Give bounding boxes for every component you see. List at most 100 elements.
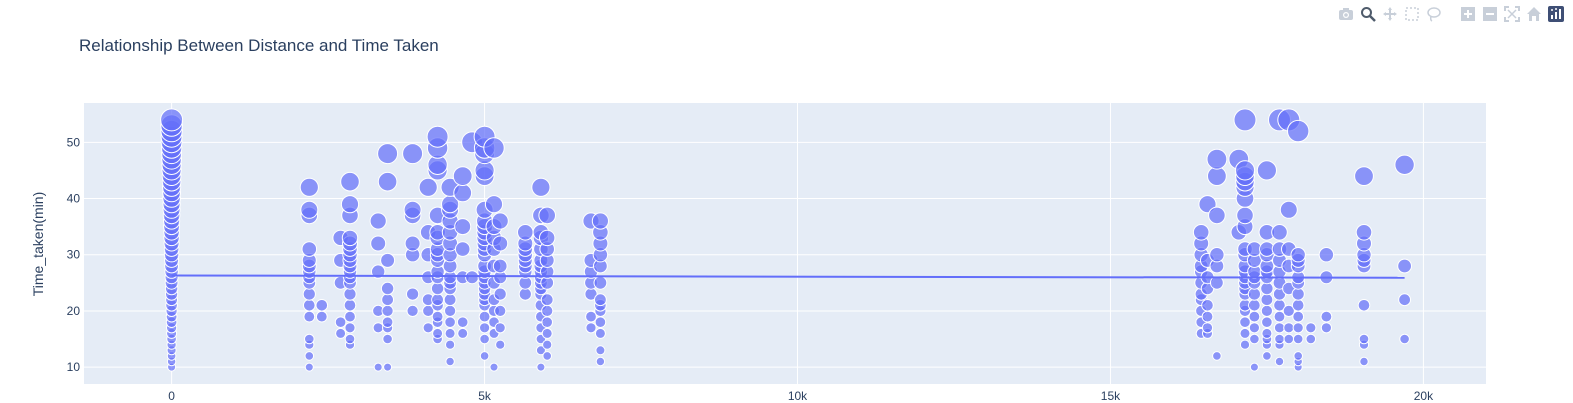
data-point[interactable] [1283,333,1295,345]
data-point[interactable] [343,287,357,301]
data-point[interactable] [531,177,551,197]
zoom-icon[interactable] [1359,5,1377,23]
lasso-icon[interactable] [1425,5,1443,23]
data-point[interactable] [1293,351,1303,361]
data-point[interactable] [542,339,553,350]
data-point[interactable] [380,252,396,268]
data-point[interactable] [343,299,357,312]
data-point[interactable] [1201,310,1214,323]
data-point[interactable] [340,195,360,214]
data-point[interactable] [426,125,449,148]
data-point[interactable] [304,333,315,345]
data-point[interactable] [406,287,420,301]
data-point[interactable] [479,351,490,361]
data-point[interactable] [1279,200,1298,219]
camera-icon[interactable] [1337,5,1355,23]
data-point[interactable] [340,171,360,192]
data-point[interactable] [495,339,506,350]
data-point[interactable] [335,327,347,339]
data-point[interactable] [1358,333,1370,345]
data-point[interactable] [1305,333,1317,345]
home-icon[interactable] [1525,5,1543,23]
data-point[interactable] [538,206,557,225]
data-point[interactable] [1291,287,1305,301]
data-point[interactable] [1233,108,1257,132]
data-point[interactable] [1208,206,1226,225]
data-point[interactable] [1212,351,1222,361]
data-point[interactable] [301,241,318,257]
data-point[interactable] [465,270,480,285]
data-point[interactable] [542,351,553,361]
data-point[interactable] [444,304,457,317]
data-point[interactable] [1239,327,1251,339]
data-point[interactable] [585,310,597,323]
data-point[interactable] [1248,310,1261,323]
data-point[interactable] [1248,299,1261,312]
data-point[interactable] [1261,327,1273,339]
data-point[interactable] [341,229,359,247]
data-point[interactable] [491,212,509,230]
data-point[interactable] [1320,310,1333,323]
data-point[interactable] [1274,356,1285,367]
data-point[interactable] [1394,154,1415,176]
data-point[interactable] [492,258,508,274]
data-point[interactable] [1260,293,1274,307]
data-point[interactable] [422,322,434,334]
data-point[interactable] [493,287,507,301]
data-point[interactable] [444,316,456,329]
data-point[interactable] [517,224,534,241]
data-point[interactable] [344,322,356,334]
data-point[interactable] [443,293,457,307]
data-point[interactable] [594,293,607,307]
data-point[interactable] [454,241,471,257]
zoom-in-icon[interactable] [1459,5,1477,23]
data-point[interactable] [303,310,316,323]
data-point[interactable] [1234,160,1256,181]
data-point[interactable] [315,299,329,312]
plotly-logo-icon[interactable] [1547,5,1565,23]
data-point[interactable] [381,316,394,329]
data-point[interactable] [160,108,184,132]
data-point[interactable] [479,322,491,334]
data-point[interactable] [489,362,499,372]
data-point[interactable] [1239,316,1251,329]
data-point[interactable] [404,235,421,252]
data-point[interactable] [492,235,509,252]
data-point[interactable] [479,333,490,345]
data-point[interactable] [402,143,424,165]
data-point[interactable] [1201,299,1214,312]
data-point[interactable] [457,327,469,339]
box-select-icon[interactable] [1403,5,1421,23]
data-point[interactable] [1209,247,1225,263]
data-point[interactable] [1249,362,1259,372]
data-point[interactable] [1274,333,1285,345]
data-point[interactable] [445,339,456,350]
data-point[interactable] [344,333,356,345]
data-point[interactable] [541,304,554,317]
data-point[interactable] [1262,351,1272,361]
data-point[interactable] [1359,356,1369,367]
data-point[interactable] [541,327,553,339]
data-point[interactable] [1248,322,1261,334]
data-point[interactable] [418,177,438,197]
data-point[interactable] [484,195,504,214]
data-point[interactable] [1282,304,1295,317]
data-point[interactable] [381,293,395,307]
data-point[interactable] [1287,119,1310,143]
data-point[interactable] [1320,322,1333,334]
data-point[interactable] [1249,333,1260,345]
data-point[interactable] [593,275,608,290]
data-point[interactable] [518,287,532,301]
data-point[interactable] [1291,299,1305,312]
data-point[interactable] [1292,322,1304,334]
data-point[interactable] [1239,339,1251,350]
data-point[interactable] [591,212,610,230]
data-point[interactable] [456,316,469,329]
data-point[interactable] [595,345,606,356]
data-point[interactable] [1192,224,1210,241]
data-point[interactable] [377,143,399,165]
data-point[interactable] [1355,224,1373,241]
data-point[interactable] [1292,333,1304,345]
data-point[interactable] [300,200,319,219]
data-point[interactable] [539,229,556,247]
